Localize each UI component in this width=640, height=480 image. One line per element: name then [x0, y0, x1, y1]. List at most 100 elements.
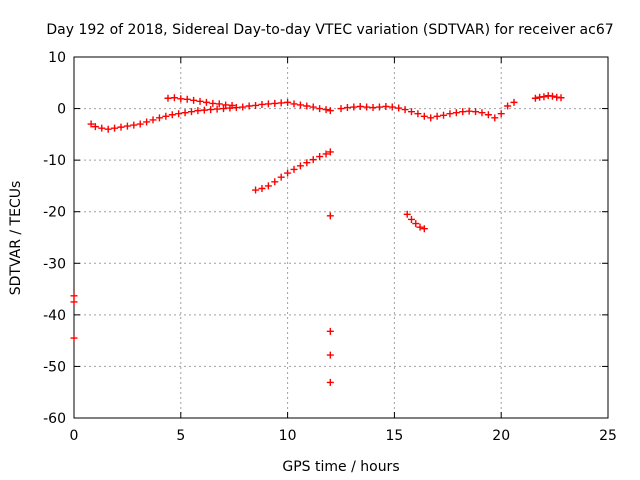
data-point-band-mid — [497, 110, 505, 118]
data-point-late-band — [548, 92, 556, 100]
data-point-band-mid — [401, 106, 409, 114]
chart-title: Day 192 of 2018, Sidereal Day-to-day VTE… — [46, 22, 613, 38]
data-point-descending-arc — [407, 215, 415, 223]
data-point-descending-arc — [403, 210, 411, 218]
y-tick-label: 0 — [57, 102, 66, 118]
data-point-band-mid — [427, 114, 435, 122]
data-point-outliers — [326, 351, 334, 359]
x-tick-label: 5 — [176, 428, 185, 444]
data-point-band-mid — [504, 102, 512, 110]
data-point-main-band — [326, 107, 334, 115]
data-point-main-band — [123, 122, 131, 130]
data-point-main-band — [143, 118, 151, 126]
data-point-upper-band — [222, 101, 230, 109]
data-point-late-band — [540, 93, 548, 101]
data-point-upper-band — [183, 95, 191, 103]
data-point-main-band — [175, 110, 183, 118]
data-point-main-band — [117, 123, 125, 131]
y-tick-label: -40 — [43, 308, 66, 324]
data-point-main-band — [87, 120, 95, 128]
data-point-main-band — [194, 107, 202, 115]
data-point-diagonal-arc — [258, 185, 266, 193]
x-tick-label: 15 — [385, 428, 403, 444]
y-tick-label: -60 — [43, 411, 66, 427]
data-point-outliers — [326, 212, 334, 220]
x-axis-label: GPS time / hours — [282, 459, 399, 475]
data-point-main-band — [181, 109, 189, 117]
data-point-late-band — [531, 94, 539, 102]
data-point-upper-band — [170, 94, 178, 102]
data-point-diagonal-arc — [322, 150, 330, 158]
data-point-band-mid — [337, 105, 345, 113]
y-tick-label: -30 — [43, 256, 66, 272]
data-point-band-mid — [395, 104, 403, 112]
data-point-band-mid — [491, 114, 499, 122]
data-points — [70, 92, 565, 386]
data-point-upper-band — [202, 98, 210, 106]
x-tick-label: 10 — [279, 428, 297, 444]
data-point-band-mid — [350, 103, 358, 111]
data-point-main-band — [187, 108, 195, 116]
data-point-main-band — [213, 105, 221, 113]
data-point-main-band — [303, 102, 311, 110]
data-point-main-band — [277, 99, 285, 107]
data-point-main-band — [296, 101, 304, 109]
data-point-descending-arc — [420, 225, 428, 233]
data-point-main-band — [284, 98, 292, 106]
data-point-diagonal-arc — [290, 165, 298, 173]
data-point-main-band — [290, 100, 298, 108]
data-point-diagonal-arc — [277, 173, 285, 181]
data-point-main-band — [136, 120, 144, 128]
data-point-main-band — [98, 124, 106, 132]
data-point-main-band — [111, 124, 119, 132]
data-point-band-mid — [478, 109, 486, 117]
data-point-diagonal-arc — [271, 178, 279, 186]
data-point-main-band — [258, 100, 266, 108]
data-point-upper-band — [190, 96, 198, 104]
data-point-main-band — [309, 103, 317, 111]
data-point-band-mid — [465, 107, 473, 115]
data-point-upper-band — [228, 101, 236, 109]
data-point-outliers — [70, 298, 78, 306]
data-point-band-mid — [407, 108, 415, 116]
data-point-band-mid — [414, 110, 422, 118]
x-tick-label: 25 — [599, 428, 617, 444]
data-point-band-mid — [420, 112, 428, 120]
data-point-main-band — [168, 111, 176, 119]
data-point-band-mid — [510, 98, 518, 106]
data-point-diagonal-arc — [316, 153, 324, 161]
data-point-descending-arc — [416, 223, 424, 231]
data-point-band-mid — [452, 109, 460, 117]
data-point-main-band — [316, 105, 324, 113]
y-tick-label: 10 — [48, 50, 66, 66]
data-point-diagonal-arc — [284, 169, 292, 177]
data-point-main-band — [232, 104, 240, 112]
data-point-main-band — [155, 114, 163, 122]
data-point-outliers — [70, 334, 78, 342]
y-tick-label: -10 — [43, 153, 66, 169]
data-point-diagonal-arc — [303, 159, 311, 167]
data-point-band-mid — [440, 111, 448, 119]
data-point-band-mid — [388, 103, 396, 111]
data-point-main-band — [271, 99, 279, 107]
data-point-diagonal-arc — [326, 148, 334, 156]
data-point-band-mid — [472, 108, 480, 116]
data-point-main-band — [252, 101, 260, 109]
data-point-main-band — [220, 105, 228, 113]
data-point-band-mid — [343, 104, 351, 112]
data-point-main-band — [239, 103, 247, 111]
data-point-band-mid — [446, 110, 454, 118]
y-axis-label: SDTVAR / TECUs — [8, 181, 24, 296]
y-tick-label: -20 — [43, 205, 66, 221]
data-point-band-mid — [369, 104, 377, 112]
data-point-main-band — [245, 102, 253, 110]
data-point-upper-band — [177, 95, 185, 103]
data-point-outliers — [326, 327, 334, 335]
data-point-main-band — [264, 100, 272, 108]
data-point-upper-band — [196, 97, 204, 105]
data-point-band-mid — [375, 103, 383, 111]
data-point-descending-arc — [412, 220, 420, 228]
data-point-band-mid — [382, 103, 390, 111]
data-point-main-band — [162, 112, 170, 120]
